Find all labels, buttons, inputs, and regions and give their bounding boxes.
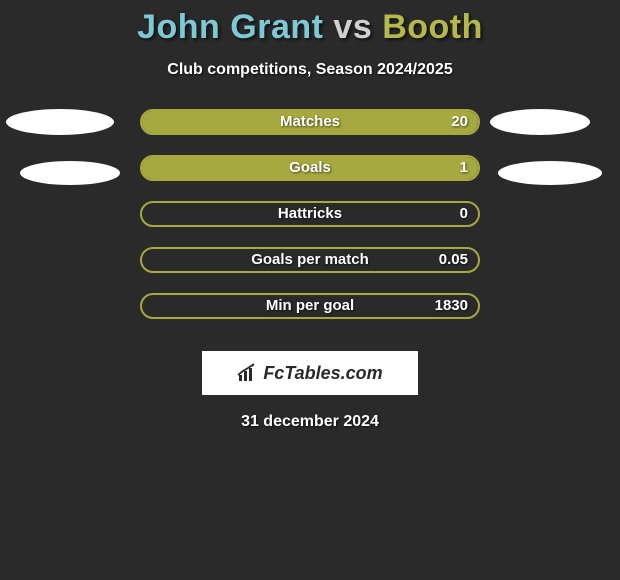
stat-row: Goals1 [0,155,620,201]
logo-text: FcTables.com [263,363,382,384]
bar-track [140,201,480,227]
bar-fill [140,111,478,133]
bar-fill [140,157,478,179]
player2-name: Booth [382,8,483,46]
page-title: John Grant vs Booth [0,0,620,47]
bar-track [140,155,480,181]
comparison-chart: Matches20Goals1Hattricks0Goals per match… [0,109,620,339]
stat-row: Min per goal1830 [0,293,620,339]
bar-track [140,247,480,273]
stat-row: Hattricks0 [0,201,620,247]
stat-row: Goals per match0.05 [0,247,620,293]
stat-row: Matches20 [0,109,620,155]
subtitle: Club competitions, Season 2024/2025 [0,61,620,79]
vs-text: vs [333,8,372,46]
bar-track [140,109,480,135]
date-text: 31 december 2024 [0,413,620,431]
logo-box: FcTables.com [202,351,418,395]
chart-icon [237,363,259,383]
bar-track [140,293,480,319]
player1-name: John Grant [137,8,323,46]
